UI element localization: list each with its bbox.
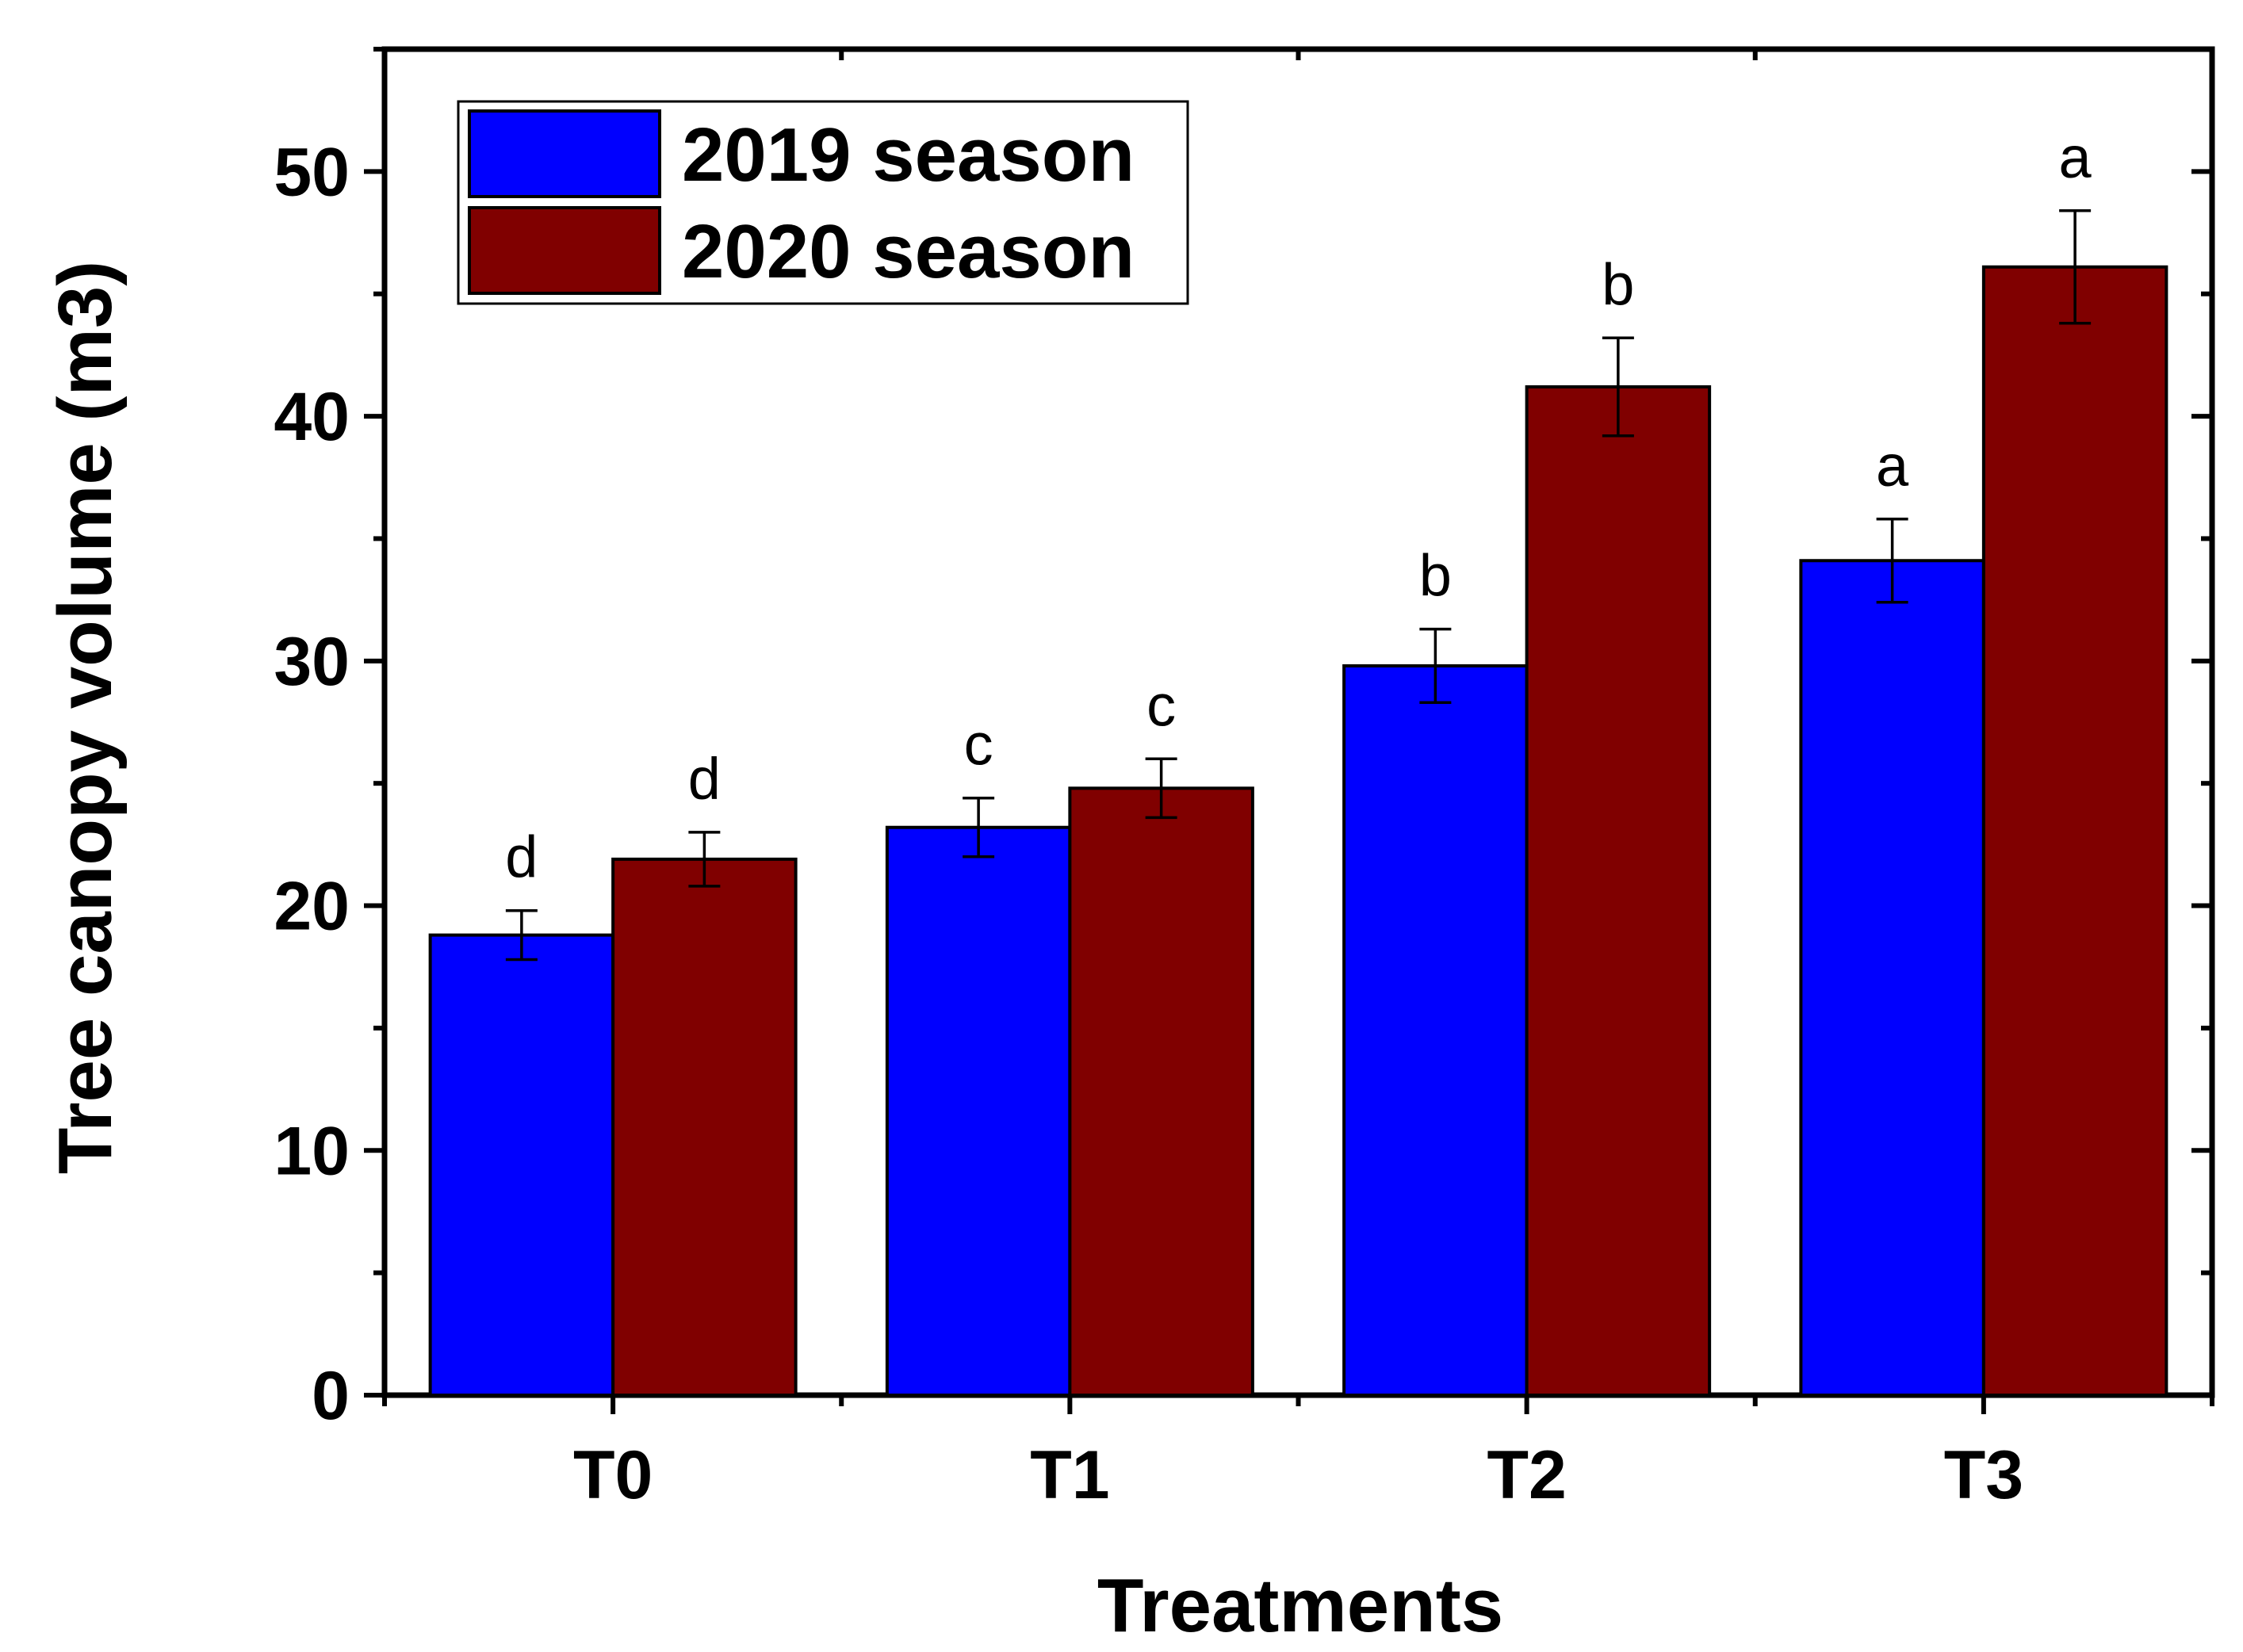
y-tick-label: 30 bbox=[274, 624, 350, 700]
significance-letter: b bbox=[1602, 251, 1634, 317]
y-tick-label: 0 bbox=[312, 1358, 350, 1434]
significance-letter: c bbox=[1146, 672, 1176, 738]
bar-2020-season-T1 bbox=[1068, 786, 1254, 1397]
significance-letter: c bbox=[964, 712, 993, 778]
significance-letter: b bbox=[1419, 543, 1452, 609]
x-tick-label: T0 bbox=[573, 1437, 653, 1513]
y-tick-label: 10 bbox=[274, 1113, 350, 1189]
bars-group: d d c c b b a a bbox=[428, 124, 2168, 1398]
y-tick-label: 40 bbox=[274, 379, 350, 455]
significance-letter: d bbox=[688, 746, 721, 812]
legend: 2019 season 2020 season bbox=[457, 100, 1189, 305]
bar-2020-season-T0 bbox=[611, 857, 798, 1398]
x-axis-title: Treatments bbox=[1097, 1563, 1503, 1648]
y-axis-title: Tree canopy volume (m3) bbox=[43, 261, 128, 1174]
legend-label: 2019 season bbox=[682, 113, 1135, 197]
x-tick-label: T1 bbox=[1030, 1437, 1109, 1513]
significance-letter: a bbox=[2059, 124, 2092, 190]
significance-letter: a bbox=[1876, 433, 1909, 499]
significance-letter: d bbox=[505, 824, 538, 890]
bar-2019-season-T0 bbox=[428, 933, 615, 1398]
bar-2019-season-T3 bbox=[1799, 559, 1985, 1397]
bar-2019-season-T1 bbox=[885, 825, 1072, 1397]
bar-2019-season-T2 bbox=[1342, 663, 1529, 1397]
x-tick-label: T2 bbox=[1487, 1437, 1566, 1513]
legend-label: 2020 season bbox=[682, 209, 1135, 294]
bar-2020-season-T3 bbox=[1981, 265, 2168, 1398]
y-tick-label: 50 bbox=[274, 134, 350, 210]
bar-2020-season-T2 bbox=[1525, 385, 1712, 1398]
ticks-group: T0 T1 T2 T3 0 10 20 30 40 50 bbox=[274, 47, 2214, 1513]
legend-swatch bbox=[468, 206, 661, 295]
legend-swatch bbox=[468, 109, 661, 198]
y-tick-label: 20 bbox=[274, 869, 350, 945]
x-tick-label: T3 bbox=[1944, 1437, 2023, 1513]
